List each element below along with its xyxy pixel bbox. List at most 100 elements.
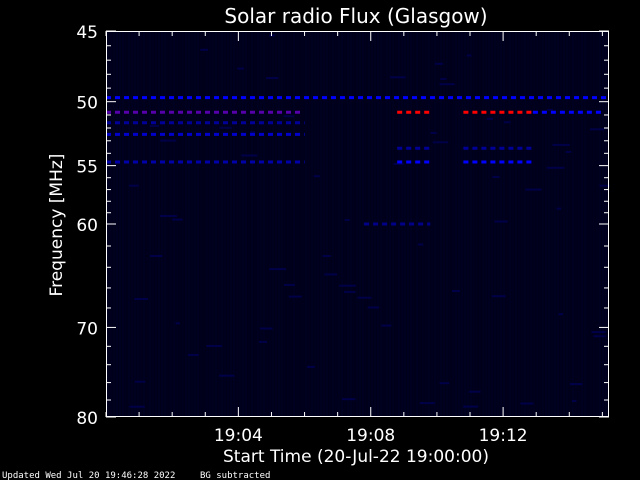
noise-column (506, 32, 508, 416)
noise-column (533, 32, 535, 416)
noise-speck (134, 298, 148, 300)
noise-speck (313, 175, 321, 178)
noise-column (311, 32, 313, 416)
noise-column (158, 32, 160, 416)
noise-column (206, 32, 208, 416)
noise-column (356, 32, 358, 416)
noise-column (527, 32, 529, 416)
noise-speck (322, 255, 331, 257)
noise-column (179, 32, 181, 416)
noise-speck (419, 402, 435, 405)
noise-column (539, 32, 541, 416)
noise-speck (381, 324, 392, 327)
noise-column (578, 32, 580, 416)
x-tick-label: 19:08 (346, 426, 395, 446)
noise-speck (486, 117, 493, 120)
noise-column (362, 32, 364, 416)
noise-speck (393, 163, 404, 165)
noise-column (398, 32, 400, 416)
noise-column (278, 32, 280, 416)
noise-speck (241, 154, 258, 157)
noise-column (509, 32, 511, 416)
noise-column (266, 32, 268, 416)
noise-column (224, 32, 226, 416)
noise-column (173, 32, 175, 416)
noise-column (488, 32, 490, 416)
noise-column (194, 32, 196, 416)
noise-column (239, 32, 241, 416)
noise-column (557, 32, 559, 416)
noise-column (335, 32, 337, 416)
noise-speck (344, 290, 356, 293)
noise-speck (390, 76, 406, 79)
x-axis-label: Start Time (20-Jul-22 19:00:00) (223, 447, 489, 467)
noise-column (554, 32, 556, 416)
noise-column (575, 32, 577, 416)
noise-column (476, 32, 478, 416)
noise-speck (269, 34, 275, 37)
noise-column (473, 32, 475, 416)
noise-speck (547, 108, 553, 111)
noise-column (446, 32, 448, 416)
noise-speck (520, 402, 534, 405)
noise-speck (435, 62, 443, 65)
noise-column (248, 32, 250, 416)
noise-column (491, 32, 493, 416)
noise-column (161, 32, 163, 416)
noise-speck (367, 306, 379, 309)
noise-column (434, 32, 436, 416)
noise-column (197, 32, 199, 416)
noise-speck (135, 380, 146, 383)
noise-speck (558, 313, 563, 316)
noise-column (281, 32, 283, 416)
noise-speck (569, 383, 583, 386)
noise-speck (150, 255, 163, 257)
noise-speck (160, 139, 177, 142)
noise-column (431, 32, 433, 416)
noise-speck (284, 283, 295, 286)
noise-column (149, 32, 151, 416)
noise-column (236, 32, 238, 416)
noise-speck (572, 399, 577, 402)
noise-column (299, 32, 301, 416)
noise-speck (590, 128, 605, 131)
noise-speck (237, 67, 244, 70)
noise-column (230, 32, 232, 416)
noise-column (341, 32, 343, 416)
noise-column (134, 32, 136, 416)
noise-column (344, 32, 346, 416)
noise-column (152, 32, 154, 416)
noise-column (290, 32, 292, 416)
noise-speck (556, 207, 562, 210)
noise-speck (159, 215, 177, 217)
noise-column (482, 32, 484, 416)
noise-column (308, 32, 310, 416)
noise-column (272, 32, 274, 416)
noise-speck (417, 243, 424, 246)
noise-column (146, 32, 148, 416)
noise-column (233, 32, 235, 416)
y-tick-label: 80 (76, 409, 98, 429)
noise-speck (219, 374, 235, 377)
noise-column (143, 32, 145, 416)
noise-column (524, 32, 526, 416)
noise-speck (552, 143, 570, 146)
noise-column (188, 32, 190, 416)
noise-speck (187, 353, 199, 356)
noise-column (536, 32, 538, 416)
noise-speck (260, 327, 273, 330)
noise-speck (565, 150, 572, 153)
noise-speck (430, 131, 437, 134)
noise-column (548, 32, 550, 416)
noise-column (464, 32, 466, 416)
noise-column (320, 32, 322, 416)
noise-column (131, 32, 133, 416)
noise-column (257, 32, 259, 416)
noise-column (452, 32, 454, 416)
noise-column (494, 32, 496, 416)
noise-speck (440, 77, 447, 80)
noise-speck (324, 273, 338, 276)
noise-column (215, 32, 217, 416)
noise-speck (129, 405, 145, 408)
